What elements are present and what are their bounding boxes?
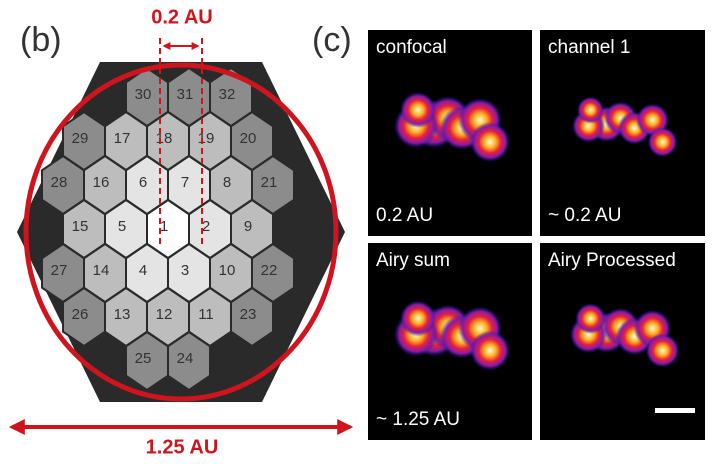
element-number: 19: [198, 130, 215, 147]
element-number: 28: [51, 174, 68, 191]
element-number: 12: [156, 306, 173, 323]
panel-label: (b): [20, 21, 62, 59]
element-number: 31: [177, 86, 194, 103]
annotation: 1.25 AU: [146, 436, 219, 458]
intensity-spot: [577, 97, 604, 124]
element-number: 27: [51, 262, 68, 279]
image-title: Airy sum: [376, 250, 450, 271]
panel-label: (c): [312, 21, 352, 59]
element-number: 22: [261, 262, 278, 279]
element-number: 17: [114, 130, 131, 147]
intensity-spot: [470, 122, 510, 162]
image-title: channel 1: [548, 37, 630, 58]
intensity-spot: [648, 127, 678, 157]
image-title: confocal: [376, 37, 447, 58]
intensity-spot: [575, 303, 606, 334]
element-number: 5: [118, 218, 126, 235]
scale-bar: [655, 408, 695, 413]
element-number: 3: [181, 262, 189, 279]
image-grid: confocal 0.2 AU channel 1 ~ 0.2 AU Airy sum ~…: [368, 30, 705, 440]
image-caption: 0.2 AU: [376, 205, 433, 226]
element-number: 29: [72, 130, 89, 147]
image-title: Airy Processed: [548, 250, 676, 271]
intensity-spot: [400, 301, 436, 337]
element-number: 18: [156, 130, 173, 147]
element-number: 16: [93, 174, 110, 191]
element-number: 1: [160, 218, 168, 235]
element-number: 26: [72, 306, 89, 323]
intensity-spot: [646, 334, 680, 368]
element-number: 8: [223, 174, 231, 191]
image-caption: ~ 1.25 AU: [376, 409, 460, 430]
element-number: 24: [177, 350, 194, 367]
element-number: 7: [181, 174, 189, 191]
element-number: 11: [198, 306, 214, 323]
element-number: 10: [219, 262, 236, 279]
element-number: 2: [202, 218, 210, 235]
image-caption: ~ 0.2 AU: [548, 205, 621, 226]
element-number: 32: [219, 86, 236, 103]
element-number: 9: [244, 218, 252, 235]
intensity-spot: [400, 92, 436, 128]
element-number: 23: [240, 306, 257, 323]
element-number: 30: [135, 86, 152, 103]
element-number: 20: [240, 130, 257, 147]
element-number: 6: [139, 174, 147, 191]
figure: (b) (c) 12345678910111213141516171819202…: [0, 0, 717, 464]
element-number: 15: [72, 218, 89, 235]
element-number: 25: [135, 350, 152, 367]
element-number: 21: [261, 174, 278, 191]
element-number: 13: [114, 306, 131, 323]
intensity-spot: [470, 331, 510, 371]
annotation: 0.2 AU: [151, 6, 213, 28]
element-number: 4: [139, 262, 147, 279]
element-number: 14: [93, 262, 110, 279]
